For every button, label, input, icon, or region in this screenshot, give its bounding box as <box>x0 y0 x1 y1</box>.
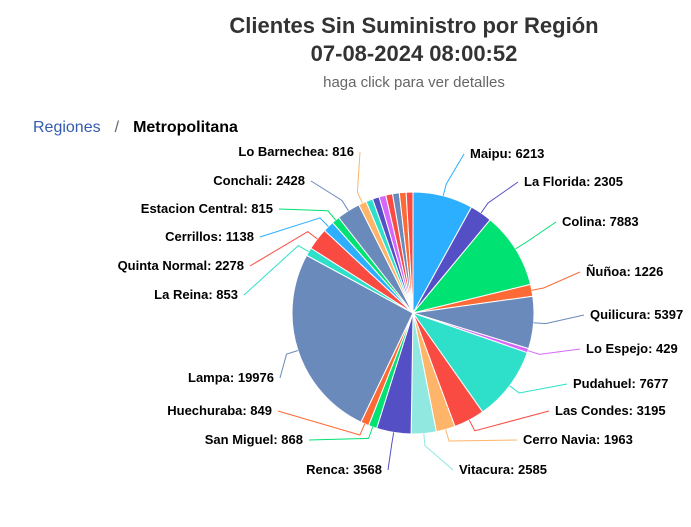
breadcrumb-root-link[interactable]: Regiones <box>33 119 101 136</box>
pie-slice[interactable] <box>411 219 532 314</box>
data-label[interactable]: Colina: 7883 <box>562 214 639 229</box>
data-label[interactable]: Lampa: 19976 <box>188 370 274 385</box>
chart-title-line2: 07-08-2024 08:00:52 <box>310 41 518 66</box>
connector-line <box>387 432 395 471</box>
connector-line <box>533 314 585 325</box>
connector-line <box>356 151 363 204</box>
pie-slice[interactable] <box>411 312 528 413</box>
data-label[interactable]: San Miguel: 868 <box>205 432 303 447</box>
connector-line <box>249 230 318 267</box>
connector-line <box>310 180 349 211</box>
connector-line <box>279 350 299 379</box>
connector-line <box>277 410 366 436</box>
pie-slice[interactable] <box>405 191 414 314</box>
breadcrumb-separator: / <box>114 119 120 136</box>
data-label[interactable]: Maipu: 6213 <box>470 146 544 161</box>
connector-line <box>531 271 581 291</box>
connector-line <box>527 348 581 355</box>
data-label[interactable]: Las Condes: 3195 <box>555 403 666 418</box>
data-label[interactable]: Lo Barnechea: 816 <box>238 144 354 159</box>
data-label[interactable]: Lo Espejo: 429 <box>586 341 678 356</box>
connector-line <box>468 410 550 432</box>
data-label[interactable]: Conchali: 2428 <box>213 173 305 188</box>
data-label[interactable]: Huechuraba: 849 <box>167 403 272 418</box>
connector-line <box>509 383 568 394</box>
connector-line <box>480 181 519 214</box>
data-label[interactable]: La Reina: 853 <box>154 287 238 302</box>
chart-subtitle: haga click para ver detalles <box>323 74 505 91</box>
connector-line <box>308 426 374 441</box>
data-label[interactable]: Ñuñoa: 1226 <box>586 264 663 279</box>
data-label[interactable]: Cerrillos: 1138 <box>165 229 254 244</box>
breadcrumb: Regiones / Metropolitana <box>33 119 238 137</box>
connector-line <box>515 221 557 250</box>
chart-title-line1: Clientes Sin Suministro por Región <box>229 13 599 38</box>
connector-line <box>278 208 336 221</box>
data-label[interactable]: Cerro Navia: 1963 <box>523 432 633 447</box>
chart-title: Clientes Sin Suministro por Región 07-08… <box>0 12 691 68</box>
connector-line <box>442 153 465 196</box>
data-label[interactable]: Estacion Central: 815 <box>141 201 273 216</box>
connector-line <box>259 217 329 238</box>
data-label[interactable]: Renca: 3568 <box>306 462 382 477</box>
data-label[interactable]: La Florida: 2305 <box>524 174 623 189</box>
connector-line <box>423 433 454 471</box>
data-label[interactable]: Quinta Normal: 2278 <box>118 258 244 273</box>
data-label[interactable]: Vitacura: 2585 <box>459 462 547 477</box>
data-label[interactable]: Pudahuel: 7677 <box>573 376 668 391</box>
connector-line <box>445 429 518 442</box>
data-label[interactable]: Quilicura: 5397 <box>590 307 683 322</box>
breadcrumb-current: Metropolitana <box>133 119 238 136</box>
connector-line <box>243 244 309 296</box>
